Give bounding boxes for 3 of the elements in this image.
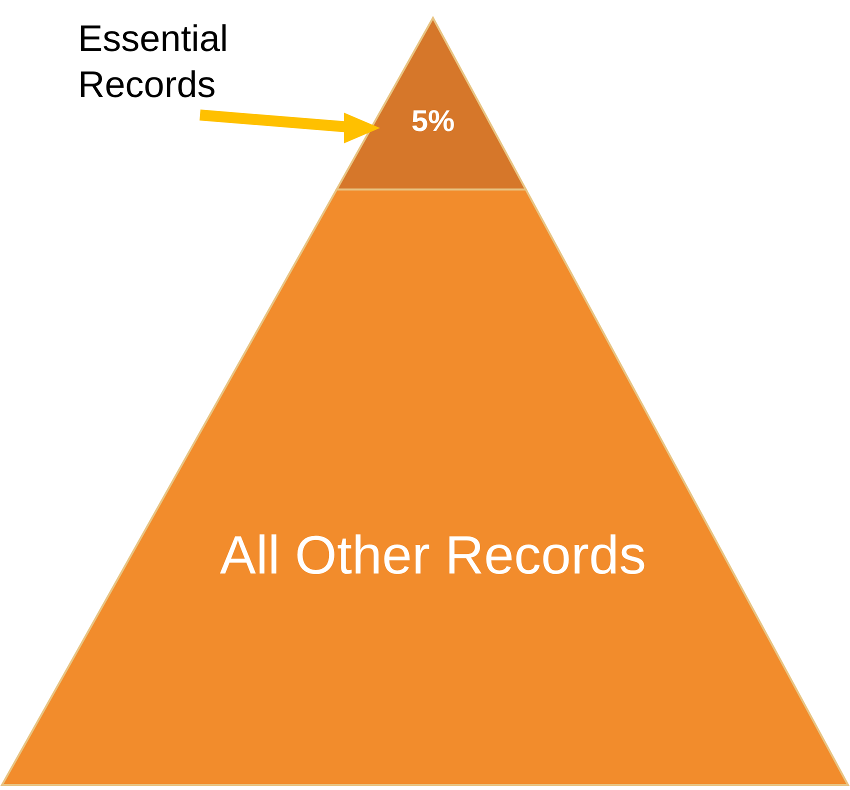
data-label: 5% <box>411 104 455 138</box>
category-label: All Other Records <box>220 525 646 586</box>
category-label: Essential Records <box>78 18 228 105</box>
